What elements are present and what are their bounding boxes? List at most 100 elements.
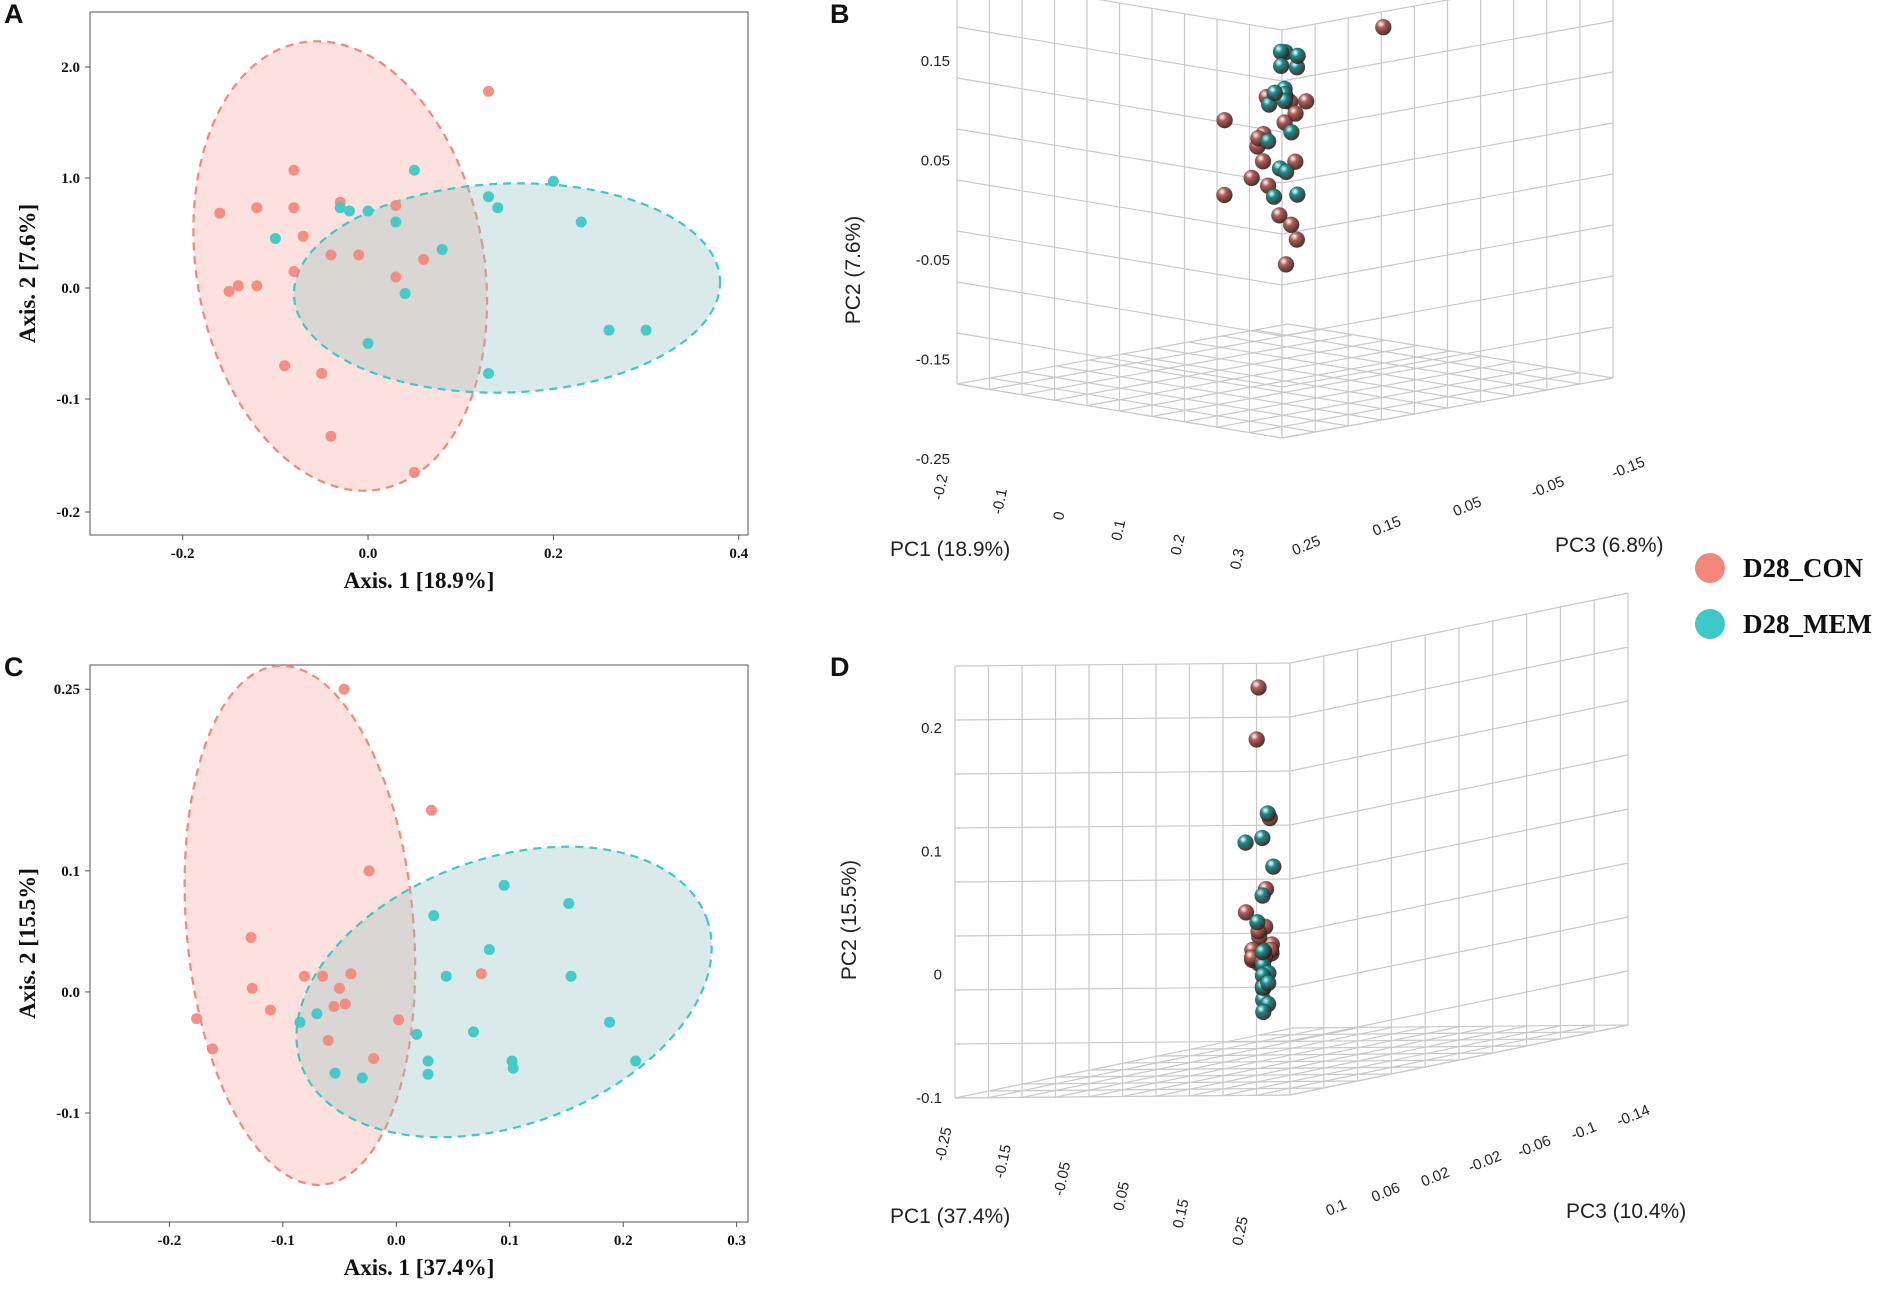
- legend-label-con: D28_CON: [1743, 552, 1863, 583]
- panel-a-point-mem: [575, 216, 587, 228]
- panel-d-y-tick-label: 0: [934, 967, 942, 984]
- legend: D28_CON D28_MEM: [1695, 540, 1872, 652]
- panel-c-ellipse-mem: [295, 845, 713, 1139]
- panel-c-xtick-label: -0.2: [158, 1233, 182, 1249]
- panel-a-point-con: [418, 253, 430, 265]
- panel-a-xlabel: Axis. 1 [18.9%]: [344, 568, 495, 593]
- panel-d-grid-line: [988, 1087, 1324, 1092]
- panel-a-point-con: [390, 200, 402, 211]
- panel-d-x-tick-label: 0.15: [1170, 1198, 1193, 1230]
- panel-a-point-mem: [492, 202, 504, 214]
- panel-b-point-mem: [1265, 188, 1283, 206]
- panel-c-point-con: [475, 968, 487, 980]
- panel-a-point-con: [316, 367, 328, 379]
- panel-b-y-tick-label: 0.05: [921, 153, 950, 170]
- panel-b-grid-line: [956, 332, 1283, 388]
- panel-d-grid-line: [954, 932, 1291, 937]
- panel-a-point-mem: [483, 191, 495, 203]
- panel-a-ellipse-con: [192, 40, 489, 492]
- panel-c-point-mem: [411, 1028, 423, 1040]
- panel-b-y-tick-label: -0.15: [916, 352, 950, 369]
- panel-label-c: C: [4, 652, 24, 682]
- panel-d-grid-line: [1123, 1059, 1460, 1064]
- panel-a-point-mem: [408, 164, 420, 176]
- panel-b-point-con: [1287, 153, 1304, 170]
- panel-c-xtick-label: -0.1: [271, 1233, 295, 1249]
- panel-b-x-axis-title: PC1 (18.9%): [890, 538, 1010, 561]
- panel-b-point-con: [1287, 105, 1304, 122]
- panel-b-x-tick-label: 0: [1050, 510, 1068, 522]
- panel-a-xtick-label: -0.2: [171, 546, 195, 562]
- panel-label-b: B: [830, 0, 850, 29]
- panel-b-point-con: [1277, 256, 1295, 273]
- panel-d-point-mem: [1249, 913, 1266, 931]
- panel-c-point-con: [322, 1034, 334, 1046]
- panel-d-y-tick-label: 0.2: [921, 720, 942, 737]
- panel-c-point-mem: [428, 910, 440, 922]
- panel-d-grid-line: [1259, 1031, 1595, 1036]
- panel-a-xtick-label: 0.2: [544, 546, 563, 562]
- panel-c-point-con: [334, 982, 346, 994]
- panel-c-point-con: [246, 982, 258, 994]
- panel-b-x-tick-label: 0.1: [1108, 518, 1129, 542]
- panel-d-point-con: [1250, 679, 1267, 696]
- panel-b-z-tick-label: -0.05: [1529, 473, 1567, 502]
- legend-swatch-mem: [1695, 609, 1725, 639]
- panel-c-point-mem: [498, 879, 510, 891]
- panel-c-point-mem: [294, 1016, 306, 1028]
- panel-a-xtick-label: 0.0: [359, 546, 378, 562]
- panel-a-point-con: [288, 266, 300, 277]
- panel-d-grid-line: [1022, 1080, 1358, 1085]
- panel-a-point-con: [251, 202, 263, 214]
- panel-b-grid-line: [956, 383, 1283, 439]
- panel-d-point-con: [1237, 904, 1255, 921]
- panel-label-a: A: [4, 0, 24, 29]
- panel-b-z-tick-label: -0.15: [1609, 454, 1647, 483]
- panel-a-point-mem: [334, 202, 346, 214]
- panel-b-grid-line: [1122, 353, 1448, 409]
- panel-c-point-con: [245, 931, 257, 943]
- panel-d-grid-line: [1157, 1052, 1493, 1057]
- panel-c-point-mem: [356, 1072, 368, 1084]
- panel-b-point-con: [1282, 216, 1300, 234]
- panel-a-point-con: [353, 249, 365, 261]
- panel-b-point-con: [1288, 231, 1306, 248]
- panel-c-ytick-label: 0.0: [61, 985, 80, 1001]
- panel-d-y-tick-label: -0.1: [916, 1090, 942, 1107]
- panel-a-point-mem: [362, 205, 374, 217]
- panel-c-point-mem: [422, 1055, 434, 1067]
- panel-c-point-mem: [440, 970, 452, 982]
- panel-b-point-con: [1216, 186, 1233, 204]
- panel-b-grid-line: [990, 377, 1316, 433]
- panel-d-x-tick-label: 0.05: [1110, 1180, 1133, 1212]
- panel-d-x-tick-label: -0.05: [1051, 1160, 1075, 1197]
- panel-c-point-con: [328, 1000, 340, 1012]
- panel-a-point-mem: [399, 288, 411, 300]
- panel-d-grid-line: [954, 1094, 1291, 1099]
- panel-a-point-mem: [547, 175, 559, 187]
- legend-swatch-con: [1695, 553, 1725, 583]
- panel-b-z-axis-title: PC3 (6.8%): [1555, 534, 1664, 557]
- panel-a-point-mem: [269, 233, 281, 244]
- panel-c-ylabel: Axis. 2 [15.5%]: [15, 868, 40, 1019]
- panel-c-xlabel: Axis. 1 [37.4%]: [344, 1255, 495, 1280]
- panel-b-grid-line: [1254, 329, 1580, 385]
- panel-d-grid-line: [954, 878, 1291, 883]
- panel-a-point-con: [390, 271, 402, 283]
- panel-b-y-tick-label: 0.15: [921, 53, 950, 70]
- panel-a-point-mem: [362, 338, 374, 349]
- panel-b-grid-line: [956, 26, 1283, 82]
- panel-c-xtick-label: 0.2: [614, 1233, 633, 1249]
- panel-d-z-tick-label: 0.06: [1369, 1179, 1402, 1206]
- panel-a-plot-frame: [89, 11, 749, 536]
- panel-a-point-mem: [436, 244, 448, 255]
- panel-b-grid-line: [1023, 371, 1349, 427]
- panel-c-ytick-label: 0.1: [61, 864, 80, 880]
- panel-c-point-mem: [604, 1016, 616, 1028]
- panel-c-xtick-label: 0.3: [727, 1233, 746, 1249]
- panel-c-point-con: [191, 1013, 203, 1025]
- panel-a-point-con: [214, 207, 226, 219]
- panel-d-point-mem: [1254, 887, 1271, 904]
- panel-a-xtick-label: 0.4: [729, 546, 748, 562]
